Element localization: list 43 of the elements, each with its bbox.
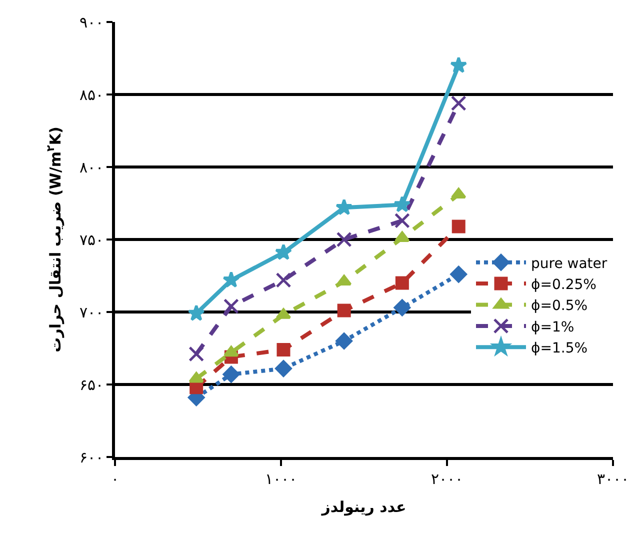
y-tick-label: ۸۵۰ xyxy=(79,86,104,104)
point xyxy=(394,196,411,212)
point xyxy=(276,342,290,356)
point xyxy=(450,266,468,283)
point xyxy=(337,304,351,318)
point xyxy=(275,360,292,377)
legend-label: ϕ=1.5% xyxy=(531,340,588,357)
x-tick-label: ۰ xyxy=(111,470,119,488)
point xyxy=(450,56,468,73)
point xyxy=(188,304,205,321)
point xyxy=(395,276,409,290)
x-tick-label: ۳۰۰۰ xyxy=(597,470,629,488)
y-tick-label: ۶۰۰ xyxy=(79,448,104,466)
point xyxy=(394,231,410,242)
point xyxy=(223,298,239,314)
point xyxy=(274,244,292,260)
y-tick-label: ۶۵۰ xyxy=(79,376,104,394)
point xyxy=(336,274,352,286)
point xyxy=(222,366,240,383)
point xyxy=(336,198,353,216)
x-tick-label: ۱۰۰۰ xyxy=(265,470,297,488)
point xyxy=(394,299,411,316)
point xyxy=(188,346,204,362)
point xyxy=(451,188,466,199)
y-tick-label: ۷۵۰ xyxy=(79,230,104,249)
legend-label: ϕ=1% xyxy=(531,319,574,336)
point xyxy=(188,372,204,383)
point xyxy=(276,272,292,288)
y-tick-label: ۸۰۰ xyxy=(79,158,104,176)
y-tick-label: ۷۰۰ xyxy=(79,303,104,322)
point xyxy=(336,332,352,350)
legend-label: pure water xyxy=(531,256,608,272)
point xyxy=(222,271,240,288)
x-axis-title: عدد رینولدز xyxy=(320,498,406,516)
point xyxy=(394,212,410,228)
point xyxy=(450,95,466,111)
x-tick-label: ۲۰۰۰ xyxy=(431,470,463,488)
y-tick-label: ۹۰۰ xyxy=(79,13,104,32)
legend-label: ϕ=0.25% xyxy=(531,277,596,294)
point xyxy=(224,346,239,357)
point xyxy=(452,220,466,234)
legend-label: ϕ=0.5% xyxy=(531,298,588,314)
point xyxy=(336,232,352,248)
